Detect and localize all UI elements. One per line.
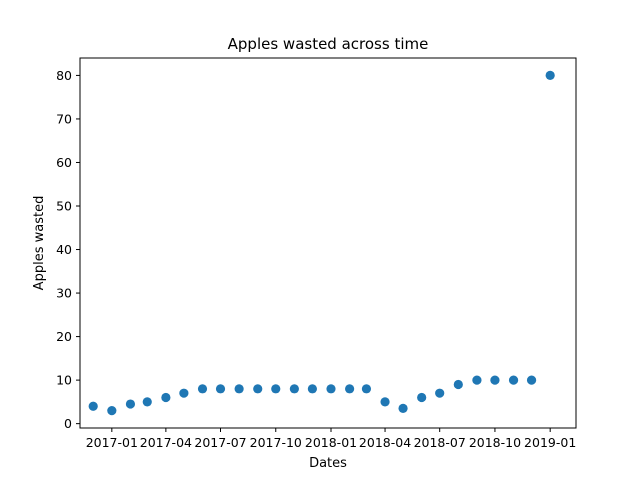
data-point <box>398 403 408 414</box>
data-point <box>472 375 482 385</box>
x-tick-label: 2017-10 <box>250 435 302 450</box>
data-point <box>271 384 281 394</box>
y-tick-label: 40 <box>56 242 72 257</box>
data-point <box>197 384 208 394</box>
x-tick-label: 2017-04 <box>140 435 192 450</box>
data-point <box>125 399 136 409</box>
x-tick-label: 2018-01 <box>305 435 357 450</box>
x-tick-label: 2017-07 <box>194 435 246 450</box>
x-tick-label: 2017-01 <box>86 435 138 450</box>
x-tick-label: 2018-07 <box>414 435 466 450</box>
x-axis-label: Dates <box>309 456 347 471</box>
data-point <box>107 405 117 416</box>
data-point <box>307 384 317 394</box>
plot-area: 0 10 20 30 40 50 60 70 80 2017-01 2017-04 2017-07 20… <box>56 57 577 450</box>
data-point <box>526 375 537 385</box>
data-point <box>326 384 336 394</box>
data-point <box>345 384 355 394</box>
y-axis-label: Apples wasted <box>32 196 47 291</box>
data-point <box>215 384 226 394</box>
y-tick-label: 20 <box>56 329 72 344</box>
y-tick-label: 0 <box>64 416 72 431</box>
axes-frame <box>79 57 577 429</box>
y-tick-label: 60 <box>56 155 72 170</box>
chart-title: Apples wasted across time <box>228 35 429 53</box>
data-point <box>545 70 555 81</box>
data-point <box>88 401 98 411</box>
y-tick-label: 30 <box>56 286 72 301</box>
data-point <box>417 392 427 403</box>
data-point <box>253 384 263 394</box>
x-tick-label: 2019-01 <box>524 435 576 450</box>
y-tick-label: 10 <box>56 373 72 388</box>
data-point <box>161 392 171 403</box>
x-tick-label: 2018-04 <box>359 435 411 450</box>
y-tick-label: 50 <box>56 199 72 214</box>
data-point <box>435 388 445 398</box>
data-point <box>361 384 372 394</box>
data-point <box>490 375 500 385</box>
data-point <box>289 384 299 394</box>
data-point <box>453 379 463 390</box>
data-point <box>508 375 519 385</box>
y-tick-label: 70 <box>56 111 72 126</box>
data-point <box>380 397 390 407</box>
data-point <box>179 388 189 398</box>
y-tick-label: 80 <box>56 68 72 83</box>
x-tick-label: 2018-10 <box>469 435 521 450</box>
data-point <box>142 397 152 407</box>
data-point <box>234 384 244 394</box>
